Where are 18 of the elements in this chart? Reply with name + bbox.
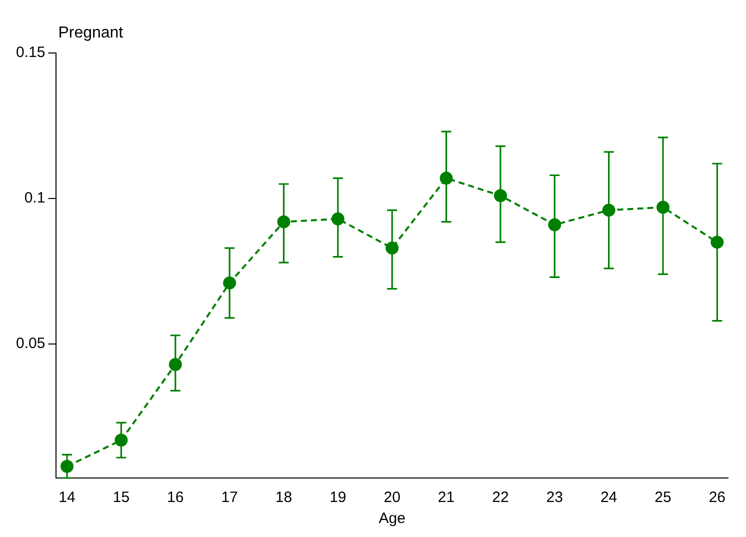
x-tick-label: 24 [600,489,618,506]
y-tick-label: 0.05 [16,335,46,352]
y-tick-label: 0.1 [24,190,46,207]
x-axis-title: Age [378,510,406,528]
x-tick-label: 25 [654,489,672,506]
x-tick-label: 21 [438,489,455,506]
x-tick-label: 15 [112,489,130,506]
x-tick-label: 26 [708,489,726,506]
x-tick-label: 17 [221,489,238,506]
x-tick-label: 14 [58,489,76,506]
x-tick-label: 16 [167,489,184,506]
x-tick-label: 18 [275,489,292,506]
x-tick-label: 23 [546,489,563,506]
x-tick-label: 19 [330,489,346,506]
y-axis-title: Pregnant [58,24,124,42]
x-tick-label: 20 [384,489,400,506]
x-tick-label: 22 [492,489,509,506]
y-tick-label: 0.15 [16,44,46,62]
